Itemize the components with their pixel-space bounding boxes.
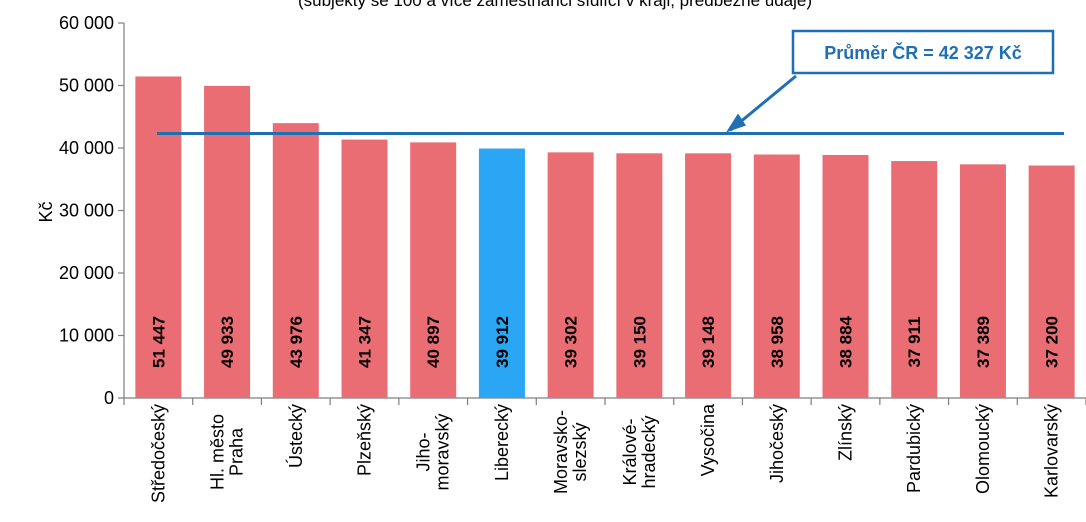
bar-value-label: 41 347 [356,316,375,368]
category-label: Hl. město Praha [208,414,247,490]
bar-value-label: 38 958 [768,316,787,368]
bar-value-label: 39 912 [493,316,512,368]
average-annotation: Průměr ČR = 42 327 Kč [157,29,1064,135]
category-label: Liberecký [492,404,512,481]
bar-value-label: 37 389 [974,316,993,368]
bar [685,153,732,398]
category-label: Ústecký [285,404,306,468]
category-label: Středočeský [148,404,168,503]
average-callout-label: Průměr ČR = 42 327 Kč [824,42,1022,63]
category-label: Jiho-moravský [414,413,453,490]
bar-value-label: 37 200 [1043,316,1062,368]
category-label-line: Středočeský [148,404,168,503]
category-label-line: Králové- [620,418,640,485]
category-label-line: Praha [227,427,247,476]
bar [822,154,869,398]
callout-arrowhead [726,113,746,133]
bar-value-label: 39 150 [630,316,649,368]
bar [204,85,251,398]
category-labels: Středočeský Hl. město Praha Ústecký Plzeňský… [148,403,1061,503]
bar [547,152,594,398]
category-label: Králové-hradecký [620,415,659,488]
y-tick-label: 20 000 [59,263,114,283]
category-label-line: Plzeňský [355,404,375,476]
category-label-line: Vysočina [698,403,718,476]
category-label-line: hradecký [639,415,659,488]
bar [410,142,457,398]
category-label-line: Jihočeský [767,404,787,483]
bar-value-label: 38 884 [837,315,856,368]
category-label-line: Olomoucký [973,404,993,494]
average-callout-box [791,29,1055,75]
bar-value-label: 39 148 [699,316,718,368]
bar-value-label: 39 302 [562,316,581,368]
bars: 51 447 49 933 43 976 41 347 40 897 39 912 39 3… [135,76,1075,399]
category-label: Vysočina [698,403,718,476]
y-tick-label: 30 000 [59,201,114,221]
axes: 0 10 000 20 000 30 000 40 000 50 000 60 000 [59,13,1086,408]
category-label-line: slezský [570,422,590,481]
bar [891,161,938,398]
bar-value-label: 49 933 [218,316,237,368]
bar [616,153,663,398]
bar [341,139,388,399]
bar [478,148,525,398]
bar [753,154,800,398]
bar [135,76,182,399]
category-label-line: Liberecký [492,404,512,481]
bar-value-label: 51 447 [149,316,168,368]
bar-value-label: 40 897 [424,316,443,368]
bar [959,164,1006,398]
bar-value-label: 37 911 [905,316,924,367]
y-tick-label: 40 000 [59,138,114,158]
bar-value-label: 43 976 [287,316,306,368]
category-label-line: Zlínský [836,404,856,461]
category-label: Zlínský [836,404,856,461]
y-tick-label: 0 [104,388,114,408]
category-label: Karlovarský [1042,404,1062,498]
y-tick-label: 60 000 [59,13,114,33]
y-tick-label: 50 000 [59,76,114,96]
bar [1028,165,1075,398]
category-label: Moravsko-slezský [551,410,590,494]
category-label-line: moravský [433,413,453,490]
category-label: Plzeňský [355,404,375,476]
chart-subtitle: (subjekty se 100 a více zaměstnanci sídl… [298,0,812,10]
bar [272,123,319,399]
category-label: Olomoucký [973,404,993,494]
category-label-line: Jiho- [414,432,434,471]
y-axis-label: Kč [36,201,56,222]
category-label-line: Pardubický [904,404,924,493]
category-label: Pardubický [904,404,924,493]
category-label-line: Hl. město [208,414,228,490]
category-label-line: Moravsko- [551,410,571,494]
y-tick-label: 10 000 [59,326,114,346]
category-label-line: Karlovarský [1042,404,1062,498]
category-label: Jihočeský [767,404,787,483]
category-label-line: Ústecký [285,404,306,468]
